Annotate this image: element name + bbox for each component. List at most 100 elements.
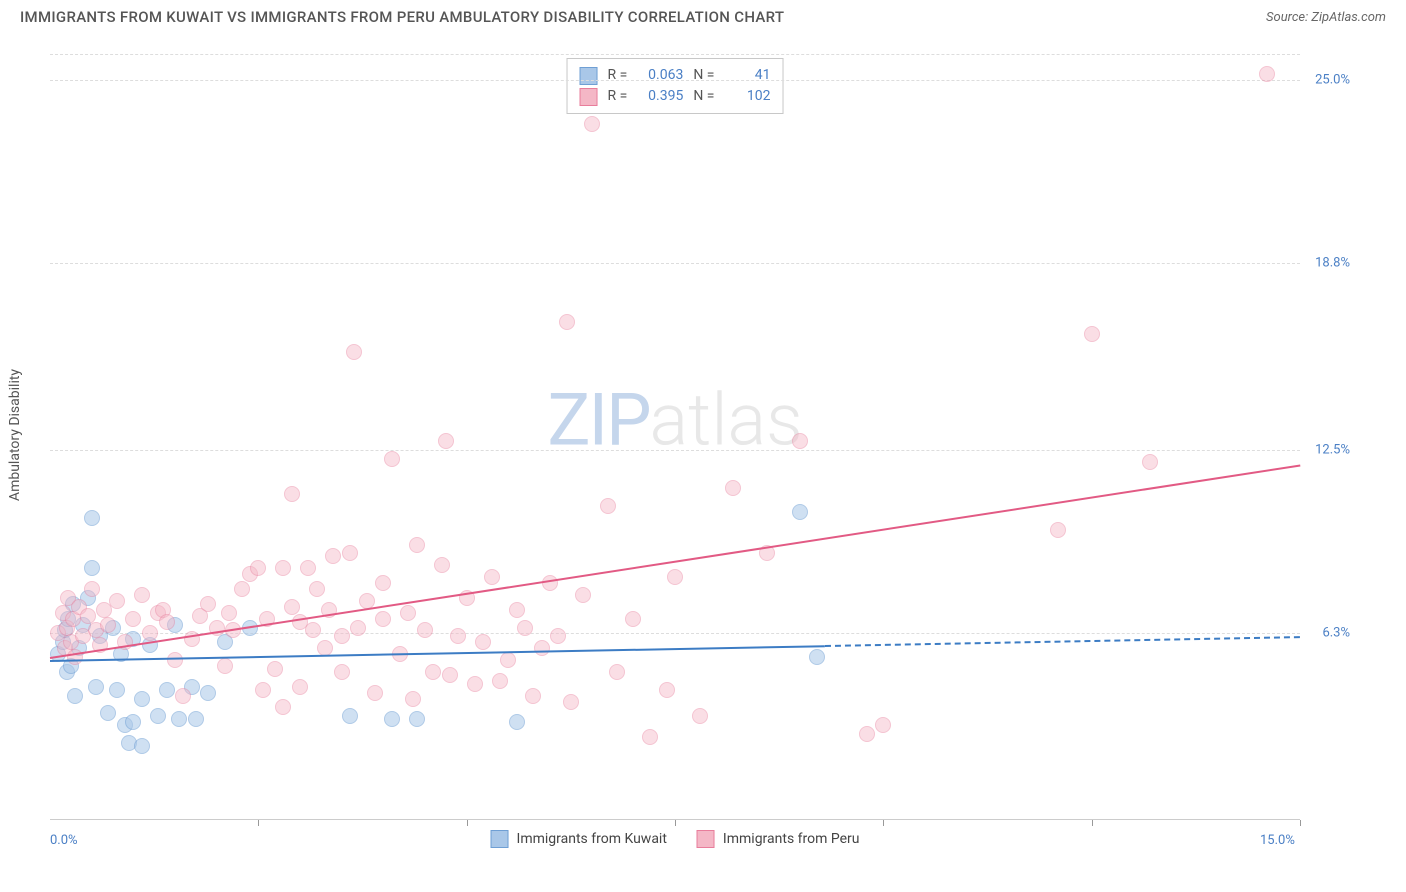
marker-peru [1050,522,1066,538]
marker-kuwait [792,504,808,520]
gridline [50,54,1300,55]
marker-peru [642,729,658,745]
marker-peru [221,605,237,621]
marker-peru [275,560,291,576]
marker-kuwait [88,679,104,695]
y-tick-label: 12.5% [1302,442,1350,457]
marker-kuwait [409,711,425,727]
swatch-kuwait [580,67,598,85]
marker-peru [434,557,450,573]
marker-peru [100,617,116,633]
marker-kuwait [809,649,825,665]
marker-kuwait [188,711,204,727]
marker-peru [346,344,362,360]
legend-row-peru: R = 0.395 N = 102 [580,86,771,107]
marker-peru [1259,66,1275,82]
y-axis-label: Ambulatory Disability [7,369,23,501]
series-name-peru: Immigrants from Peru [723,831,860,847]
x-tick-mark [675,820,676,826]
chart-title: IMMIGRANTS FROM KUWAIT VS IMMIGRANTS FRO… [20,8,784,26]
n-value-peru: 102 [724,86,770,107]
marker-peru [659,682,675,698]
marker-peru [725,480,741,496]
regression-line-peru [50,465,1300,659]
marker-peru [575,587,591,603]
chart-source: Source: ZipAtlas.com [1266,10,1386,25]
x-tick-mark [1092,820,1093,826]
n-value-kuwait: 41 [724,65,770,86]
chart-header: IMMIGRANTS FROM KUWAIT VS IMMIGRANTS FRO… [0,0,1406,30]
marker-peru [375,611,391,627]
marker-peru [300,560,316,576]
x-tick-label: 0.0% [50,833,78,848]
marker-peru [325,548,341,564]
x-tick-mark [883,820,884,826]
marker-peru [350,620,366,636]
marker-peru [542,575,558,591]
marker-peru [417,622,433,638]
marker-peru [284,486,300,502]
marker-peru [859,726,875,742]
marker-peru [667,569,683,585]
marker-kuwait [125,714,141,730]
marker-peru [475,634,491,650]
regression-line-kuwait [50,645,825,662]
regression-dash-kuwait [825,636,1300,647]
marker-peru [167,652,183,668]
marker-peru [1084,326,1100,342]
marker-kuwait [100,705,116,721]
marker-kuwait [84,510,100,526]
marker-peru [175,688,191,704]
marker-peru [600,498,616,514]
marker-peru [509,602,525,618]
legend-item-peru: Immigrants from Peru [697,830,860,848]
marker-kuwait [134,738,150,754]
x-tick-mark [1300,820,1301,826]
r-label: R = [608,86,628,107]
marker-peru [405,691,421,707]
marker-peru [550,628,566,644]
marker-peru [425,664,441,680]
marker-peru [292,679,308,695]
marker-peru [625,611,641,627]
legend-row-kuwait: R = 0.063 N = 41 [580,65,771,86]
correlation-legend: R = 0.063 N = 41 R = 0.395 N = 102 [567,58,784,114]
marker-peru [267,661,283,677]
marker-peru [275,699,291,715]
marker-peru [442,667,458,683]
marker-peru [1142,454,1158,470]
marker-peru [500,652,516,668]
marker-peru [609,664,625,680]
marker-peru [217,658,233,674]
marker-peru [284,599,300,615]
marker-kuwait [509,714,525,730]
marker-peru [584,116,600,132]
marker-peru [563,694,579,710]
marker-peru [334,664,350,680]
marker-peru [792,433,808,449]
marker-peru [84,581,100,597]
marker-peru [875,717,891,733]
marker-peru [134,587,150,603]
marker-kuwait [200,685,216,701]
marker-peru [342,545,358,561]
legend-item-kuwait: Immigrants from Kuwait [491,830,667,848]
x-tick-label: 15.0% [1260,833,1295,848]
n-label: N = [693,86,714,107]
marker-kuwait [342,708,358,724]
r-label: R = [608,65,628,86]
marker-kuwait [384,711,400,727]
marker-peru [400,605,416,621]
series-name-kuwait: Immigrants from Kuwait [517,831,667,847]
x-tick-mark [258,820,259,826]
marker-peru [159,614,175,630]
marker-peru [200,596,216,612]
marker-peru [517,620,533,636]
marker-peru [305,622,321,638]
marker-peru [309,581,325,597]
marker-kuwait [171,711,187,727]
marker-peru [375,575,391,591]
x-tick-mark [467,820,468,826]
marker-peru [80,608,96,624]
marker-kuwait [159,682,175,698]
